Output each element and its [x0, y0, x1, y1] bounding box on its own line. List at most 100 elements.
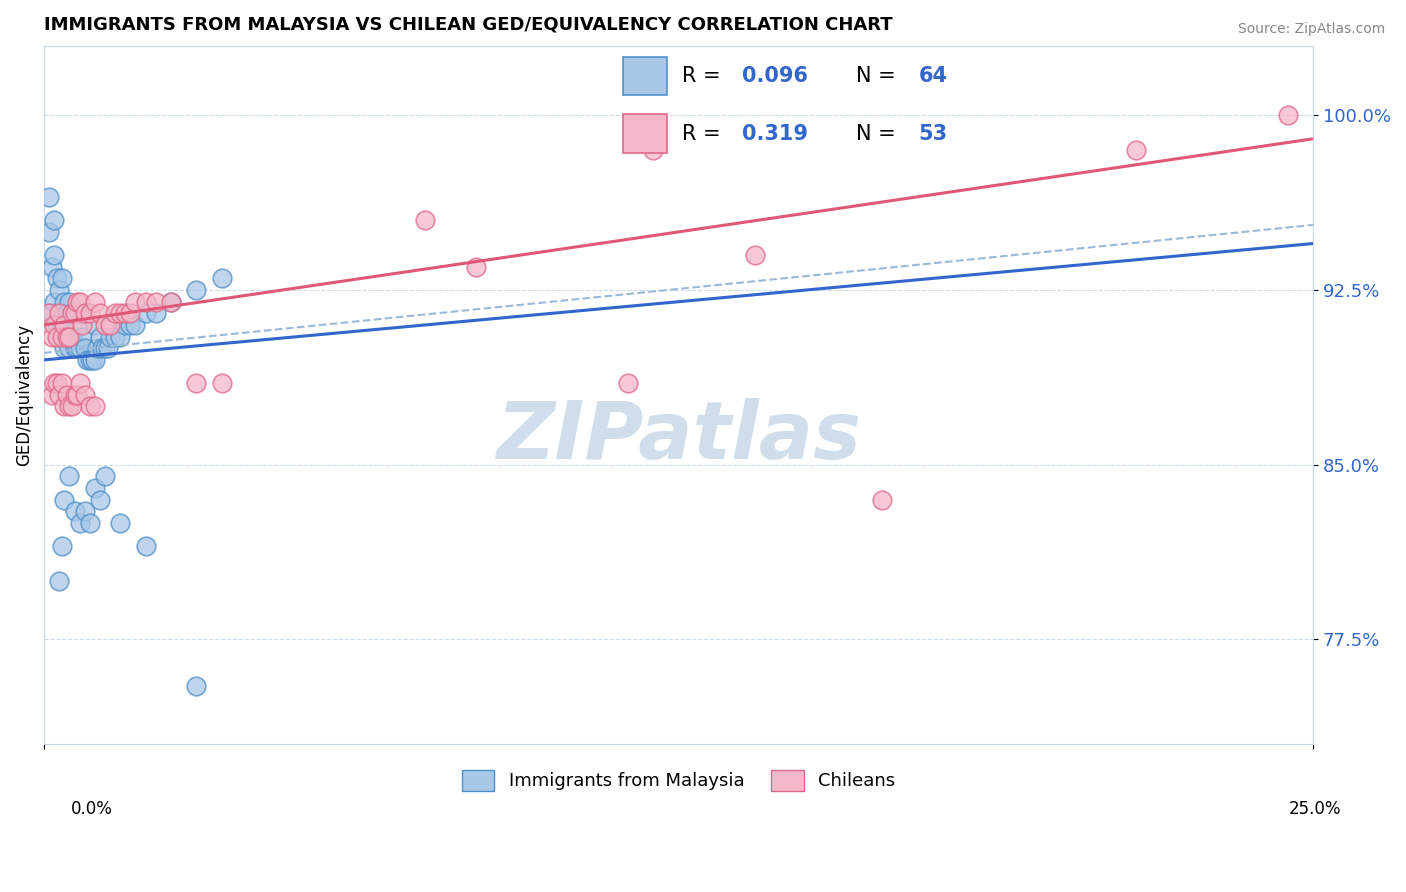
- Point: [82, 352, 104, 367]
- Text: Source: ZipAtlas.com: Source: ZipAtlas.com: [1237, 22, 1385, 37]
- Point: [53, 341, 76, 355]
- Point: [73, 388, 96, 402]
- Legend: Immigrants from Malaysia, Chileans: Immigrants from Malaysia, Chileans: [454, 763, 903, 797]
- Point: [413, 213, 436, 227]
- Point: [60, 400, 83, 414]
- Point: [63, 306, 86, 320]
- Point: [58, 341, 80, 355]
- Text: 0.0%: 0.0%: [70, 799, 112, 817]
- Point: [186, 283, 208, 297]
- Point: [51, 539, 73, 553]
- Point: [83, 352, 105, 367]
- Point: [53, 400, 76, 414]
- Text: 53: 53: [918, 124, 948, 144]
- Text: 25.0%: 25.0%: [1288, 799, 1341, 817]
- Point: [58, 329, 80, 343]
- Point: [41, 388, 63, 402]
- Point: [69, 341, 91, 355]
- Point: [73, 341, 96, 355]
- Point: [48, 388, 70, 402]
- Point: [44, 248, 66, 262]
- Point: [45, 376, 67, 391]
- Point: [56, 306, 79, 320]
- Point: [83, 294, 105, 309]
- Point: [83, 400, 105, 414]
- Point: [114, 318, 136, 332]
- Point: [617, 376, 640, 391]
- Point: [643, 144, 665, 158]
- Point: [120, 318, 142, 332]
- Point: [186, 376, 208, 391]
- Point: [114, 306, 136, 320]
- Point: [98, 329, 121, 343]
- Point: [41, 260, 63, 274]
- Point: [48, 574, 70, 588]
- Point: [79, 352, 101, 367]
- Point: [744, 248, 766, 262]
- Point: [69, 294, 91, 309]
- Text: R =: R =: [682, 66, 721, 86]
- Point: [104, 306, 127, 320]
- Point: [73, 504, 96, 518]
- Text: IMMIGRANTS FROM MALAYSIA VS CHILEAN GED/EQUIVALENCY CORRELATION CHART: IMMIGRANTS FROM MALAYSIA VS CHILEAN GED/…: [44, 15, 893, 33]
- Point: [60, 329, 83, 343]
- Text: R =: R =: [682, 124, 721, 144]
- Point: [94, 318, 117, 332]
- Point: [94, 341, 117, 355]
- Point: [70, 318, 93, 332]
- Point: [1125, 144, 1147, 158]
- Point: [135, 294, 157, 309]
- Point: [44, 294, 66, 309]
- Point: [110, 306, 132, 320]
- Text: N =: N =: [856, 66, 896, 86]
- Point: [38, 190, 60, 204]
- Point: [69, 376, 91, 391]
- Point: [110, 516, 132, 530]
- Point: [76, 352, 98, 367]
- Text: 0.319: 0.319: [741, 124, 807, 144]
- Point: [73, 306, 96, 320]
- Point: [51, 376, 73, 391]
- Point: [98, 318, 121, 332]
- Point: [45, 271, 67, 285]
- Point: [79, 516, 101, 530]
- Point: [1277, 108, 1299, 122]
- Point: [211, 376, 233, 391]
- Point: [66, 388, 89, 402]
- Point: [63, 341, 86, 355]
- Point: [83, 481, 105, 495]
- Point: [464, 260, 486, 274]
- Point: [44, 318, 66, 332]
- Point: [69, 516, 91, 530]
- Point: [145, 306, 167, 320]
- Point: [38, 306, 60, 320]
- Point: [120, 306, 142, 320]
- Point: [66, 318, 89, 332]
- Point: [83, 318, 105, 332]
- Point: [58, 294, 80, 309]
- Text: 0.096: 0.096: [741, 66, 807, 86]
- Point: [160, 294, 183, 309]
- Point: [56, 329, 79, 343]
- Point: [66, 294, 89, 309]
- Point: [48, 306, 70, 320]
- Point: [51, 271, 73, 285]
- Point: [56, 329, 79, 343]
- Y-axis label: GED/Equivalency: GED/Equivalency: [15, 324, 32, 466]
- Point: [69, 306, 91, 320]
- Point: [41, 329, 63, 343]
- Point: [211, 271, 233, 285]
- Point: [60, 306, 83, 320]
- Point: [44, 213, 66, 227]
- Point: [124, 318, 146, 332]
- Point: [48, 283, 70, 297]
- Text: ZIPatlas: ZIPatlas: [496, 398, 862, 475]
- Point: [89, 492, 111, 507]
- Point: [41, 306, 63, 320]
- Point: [51, 318, 73, 332]
- Point: [110, 329, 132, 343]
- Text: 64: 64: [918, 66, 948, 86]
- Point: [63, 388, 86, 402]
- Point: [44, 376, 66, 391]
- Point: [97, 341, 120, 355]
